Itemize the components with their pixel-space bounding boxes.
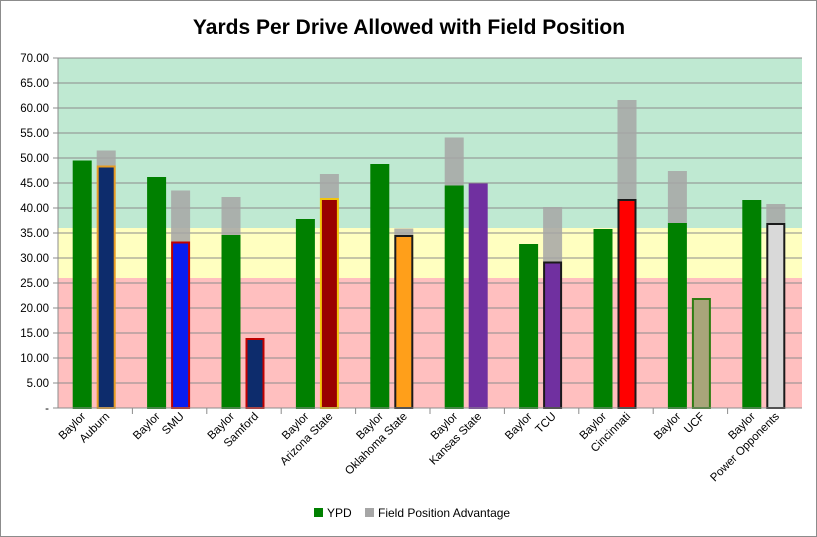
y-tick-label: -: [45, 403, 49, 415]
y-tick-label: 25.00: [20, 278, 49, 290]
bar-ypd-power-opponents: [766, 223, 786, 409]
y-tick-label: 60.00: [20, 103, 49, 115]
y-tick-label: 5.00: [27, 378, 49, 390]
bar-ypd-cincinnati: [617, 199, 637, 409]
bar-ypd-smu: [171, 241, 191, 409]
y-tick-label: 50.00: [20, 153, 49, 165]
legend-label-0: YPD: [327, 506, 352, 520]
legend-swatch-1: [365, 508, 374, 517]
bar-field-position-power-opponents: [766, 204, 786, 223]
y-tick-label: 15.00: [20, 328, 49, 340]
background-band-1: [58, 228, 802, 278]
x-category-label: UCF: [682, 411, 707, 436]
bar-ypd-baylor: [444, 185, 464, 409]
bars: [72, 100, 786, 409]
bar-ypd-kansas-state: [468, 183, 488, 409]
bar-ypd-auburn: [96, 165, 116, 409]
bar-ypd-baylor: [221, 235, 241, 409]
bar-field-position-auburn: [96, 150, 116, 166]
bar-ypd-baylor: [519, 244, 539, 409]
axes: [57, 58, 802, 409]
x-category-label: TCU: [534, 411, 559, 436]
bar-field-position-baylor: [444, 137, 464, 186]
legend-label-1: Field Position Advantage: [378, 506, 510, 520]
bar-field-position-tcu: [543, 207, 563, 262]
bar-ypd-baylor: [147, 177, 167, 409]
bar-ypd-baylor: [593, 229, 613, 409]
bar-ypd-baylor: [667, 223, 687, 409]
bar-ypd-ucf: [691, 298, 711, 409]
y-tick-label: 55.00: [20, 128, 49, 140]
y-tick-label: 30.00: [20, 253, 49, 265]
y-tick-label: 65.00: [20, 78, 49, 90]
x-category-label: Baylor: [131, 411, 163, 443]
bar-field-position-arizona-state: [319, 174, 339, 198]
y-tick-label: 10.00: [20, 353, 49, 365]
x-category-label: Baylor: [503, 411, 535, 443]
bar-field-position-baylor: [667, 171, 687, 223]
legend: YPD Field Position Advantage: [314, 506, 510, 520]
x-category-label: SMU: [160, 411, 187, 438]
y-tick-labels: - 5.00 10.00 15.00 20.00 25.00 30.00 35.00 40.00…: [20, 53, 49, 415]
y-tick-label: 20.00: [20, 303, 49, 315]
bar-ypd-baylor: [72, 160, 92, 409]
y-tick-label: 40.00: [20, 203, 49, 215]
y-tick-label: 45.00: [20, 178, 49, 190]
background-band-0: [58, 278, 802, 408]
bar-ypd-baylor: [370, 164, 390, 409]
bar-ypd-tcu: [543, 261, 563, 409]
legend-swatch-0: [314, 508, 323, 517]
bar-ypd-baylor: [295, 219, 315, 409]
bar-ypd-baylor: [742, 200, 762, 409]
bar-field-position-cincinnati: [617, 100, 637, 199]
bar-ypd-oklahoma-state: [394, 235, 414, 409]
bar-ypd-arizona-state: [319, 198, 339, 409]
x-category-label: Baylor: [652, 411, 684, 443]
y-tick-label: 70.00: [20, 53, 49, 65]
bar-field-position-smu: [171, 190, 191, 242]
y-tick-label: 35.00: [20, 228, 49, 240]
chart-title: Yards Per Drive Allowed with Field Posit…: [193, 16, 625, 39]
bar-field-position-baylor: [221, 197, 241, 235]
bar-ypd-samford: [245, 338, 265, 409]
bar-field-position-oklahoma-state: [394, 228, 414, 235]
